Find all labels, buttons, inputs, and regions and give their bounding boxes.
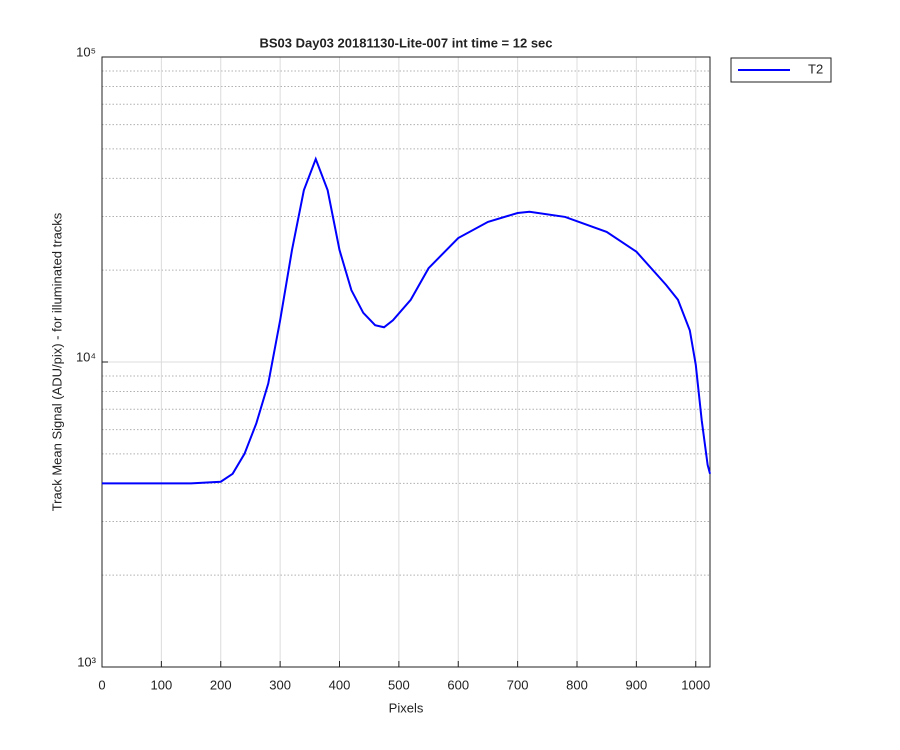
series-line — [102, 156, 711, 485]
x-tick-label: 200 — [210, 677, 232, 692]
y-tick-label: 10⁵ — [76, 44, 96, 59]
x-tick-label: 600 — [447, 677, 469, 692]
x-tick-label: 300 — [269, 677, 291, 692]
y-tick-label: 10³ — [77, 654, 96, 669]
x-tick-label: 0 — [98, 677, 105, 692]
y-tick-label: 10⁴ — [76, 349, 96, 364]
x-tick-label: 700 — [507, 677, 529, 692]
x-tick-label: 500 — [388, 677, 410, 692]
legend-label: T2 — [808, 61, 823, 76]
y-axis-label: Track Mean Signal (ADU/pix) - for illumi… — [49, 212, 64, 511]
chart-title: BS03 Day03 20181130-Lite-007 int time = … — [259, 35, 552, 50]
x-tick-label: 1000 — [681, 677, 710, 692]
x-tick-label: 100 — [151, 677, 173, 692]
x-axis-label: Pixels — [389, 700, 424, 715]
x-tick-label: 900 — [626, 677, 648, 692]
x-tick-label: 400 — [329, 677, 351, 692]
x-tick-label: 800 — [566, 677, 588, 692]
plot-frame — [101, 56, 711, 668]
